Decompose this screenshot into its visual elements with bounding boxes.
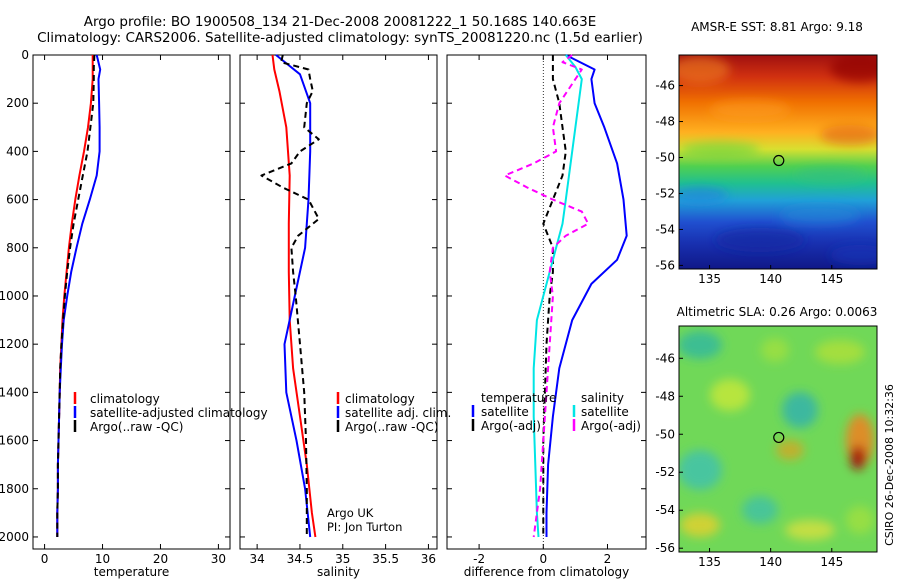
y-tick-label: 0 [21, 48, 29, 62]
legend-label-climatology: climatology [345, 392, 415, 406]
map-x-tick-label: 135 [698, 272, 721, 286]
map-y-tick-label: -54 [655, 222, 675, 236]
series-line-satellite-adj-clim- [275, 54, 312, 538]
argo-position-marker [773, 431, 785, 444]
x-tick-label: 34.5 [287, 552, 314, 566]
sst-map-title: AMSR-E SST: 8.81 Argo: 9.18 [691, 20, 863, 34]
map-y-tick-label: -48 [655, 115, 675, 129]
map-x-tick-label: 140 [759, 555, 782, 569]
x-tick-label: -2 [473, 552, 485, 566]
plot-frame [239, 54, 438, 550]
difference-legend: temperature satellite Argo(-adj) salinit… [471, 391, 641, 433]
map-frame [678, 54, 878, 270]
x-tick-label: 36 [421, 552, 436, 566]
map-y-tick-label: -56 [655, 541, 675, 555]
legend-label-sal-satellite: satellite [581, 405, 629, 419]
y-tick-label: 400 [6, 144, 29, 158]
y-tick-label: 1400 [0, 385, 29, 399]
x-tick-label: 30 [211, 552, 226, 566]
sst-map-axes: 135 140 145 -46 -48 -50 -52 -54 -56 [655, 54, 878, 286]
legend-label-argo: Argo(..raw -QC) [345, 420, 438, 434]
y-tick-label: 1000 [0, 289, 29, 303]
y-tick-label: 1200 [0, 337, 29, 351]
sst-map [679, 55, 877, 269]
annotation-pi: PI: Jon Turton [327, 520, 402, 534]
y-tick-label: 2000 [0, 530, 29, 544]
temperature-legend: climatology satellite-adjusted climatolo… [73, 392, 268, 434]
series-line-argo-raw-qc- [260, 54, 320, 537]
x-tick-label: 0 [41, 552, 49, 566]
x-tick-label: 2 [604, 552, 612, 566]
map-y-tick-label: -50 [655, 427, 675, 441]
x-tick-label: 35.5 [372, 552, 399, 566]
series-line-temperature-argo-adj- [542, 55, 567, 537]
series-line-climatology [271, 54, 317, 538]
legend-heading-salinity: salinity [581, 391, 624, 405]
legend-heading-temperature: temperature [481, 391, 556, 405]
map-y-tick-label: -48 [655, 389, 675, 403]
map-y-tick-label: -46 [655, 79, 675, 93]
legend-label-climatology: climatology [90, 392, 160, 406]
y-tick-label: 600 [6, 193, 29, 207]
series-line-salinity-satellite [532, 54, 583, 538]
argo-position-marker [773, 154, 785, 167]
salinity-legend: climatology satellite adj. clim. Argo(..… [327, 392, 451, 534]
map-x-tick-label: 140 [759, 272, 782, 286]
sla-map [679, 326, 877, 552]
map-y-tick-label: -52 [655, 186, 675, 200]
y-tick-label: 1800 [0, 482, 29, 496]
map-x-tick-label: 135 [698, 555, 721, 569]
series-line-salinity-argo-adj- [503, 54, 590, 538]
temperature-panel: 0 10 20 30 0 200 400 600 800 1000 1200 1400 1600 1800… [0, 48, 231, 579]
x-axis-label: temperature [94, 565, 169, 579]
figure-title-line2: Climatology: CARS2006. Satellite-adjuste… [37, 30, 643, 46]
map-x-tick-label: 145 [820, 555, 843, 569]
series-line-temperature-satellite [545, 54, 628, 537]
map-frame [678, 325, 878, 553]
map-y-tick-label: -56 [655, 258, 675, 272]
x-axis-label: salinity [317, 565, 360, 579]
legend-label-argo: Argo(..raw -QC) [90, 420, 183, 434]
figure-title-line1: Argo profile: BO 1900508_134 21-Dec-2008… [84, 14, 597, 30]
salinity-panel: 34 34.5 35 35.5 36 salinity [239, 54, 438, 579]
plot-frame [446, 54, 647, 550]
legend-label-sal-argo: Argo(-adj) [581, 419, 641, 433]
credit-timestamp: CSIRO 26-Dec-2008 10:32:36 [883, 384, 896, 546]
map-y-tick-label: -54 [655, 503, 675, 517]
sla-map-axes: 135 140 145 -46 -48 -50 -52 -54 -56 [655, 325, 878, 569]
sla-map-title: Altimetric SLA: 0.26 Argo: 0.0063 [677, 305, 878, 319]
legend-label-temp-satellite: satellite [481, 405, 529, 419]
sst-texture [679, 55, 877, 265]
y-tick-label: 200 [6, 96, 29, 110]
map-y-tick-label: -52 [655, 465, 675, 479]
series-line-argo-raw-qc- [56, 54, 96, 537]
legend-label-satellite: satellite adj. clim. [345, 406, 451, 420]
x-tick-label: 34 [249, 552, 264, 566]
x-tick-label: 10 [95, 552, 110, 566]
sla-texture [679, 331, 874, 540]
x-tick-label: 0 [539, 552, 547, 566]
plot-frame [32, 54, 231, 550]
x-tick-label: 35 [335, 552, 350, 566]
map-x-tick-label: 145 [820, 272, 843, 286]
x-axis-label: difference from climatology [464, 565, 630, 579]
y-tick-label: 800 [6, 241, 29, 255]
legend-label-temp-argo: Argo(-adj) [481, 419, 541, 433]
map-y-tick-label: -50 [655, 151, 675, 165]
annotation-argo-uk: Argo UK [327, 506, 374, 520]
y-tick-label: 1600 [0, 434, 29, 448]
x-tick-label: 20 [153, 552, 168, 566]
map-y-tick-label: -46 [655, 351, 675, 365]
legend-label-satellite: satellite-adjusted climatology [90, 406, 268, 420]
